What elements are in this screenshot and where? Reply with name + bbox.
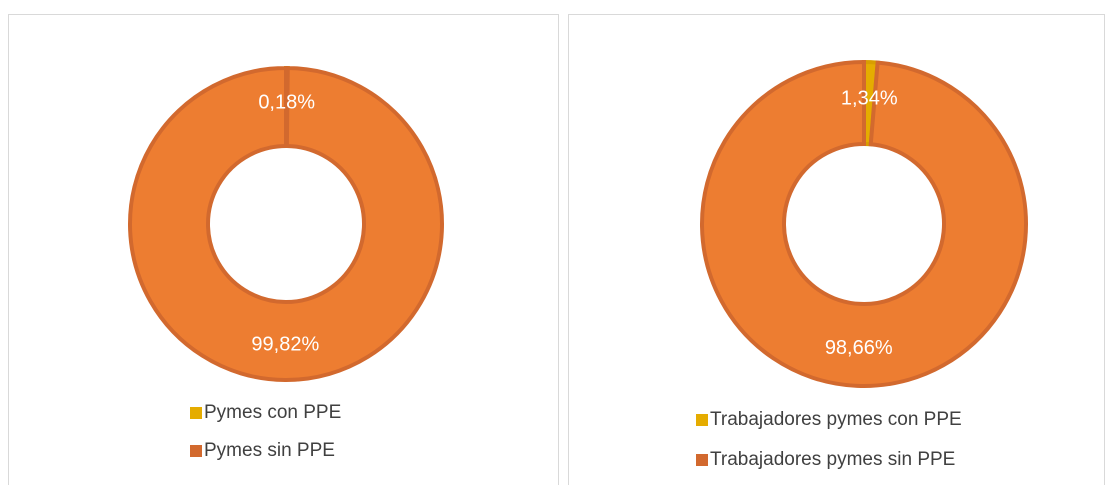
panel-border — [8, 14, 559, 485]
legend-swatch — [696, 414, 708, 426]
panel-border — [568, 14, 1105, 485]
data-label: 98,66% — [825, 337, 893, 359]
data-label: 1,34% — [841, 87, 898, 109]
legend-label: Trabajadores pymes sin PPE — [710, 449, 955, 470]
data-label: 0,18% — [258, 91, 315, 113]
legend-swatch — [696, 454, 708, 466]
donut-slice — [700, 59, 1028, 388]
legend-swatch — [190, 407, 202, 419]
data-label: 99,82% — [251, 333, 319, 355]
legend-label: Pymes con PPE — [204, 402, 341, 423]
legend-label: Pymes sin PPE — [204, 440, 335, 461]
legend-swatch — [190, 445, 202, 457]
legend-label: Trabajadores pymes con PPE — [710, 409, 962, 430]
donut-slice — [128, 65, 444, 382]
